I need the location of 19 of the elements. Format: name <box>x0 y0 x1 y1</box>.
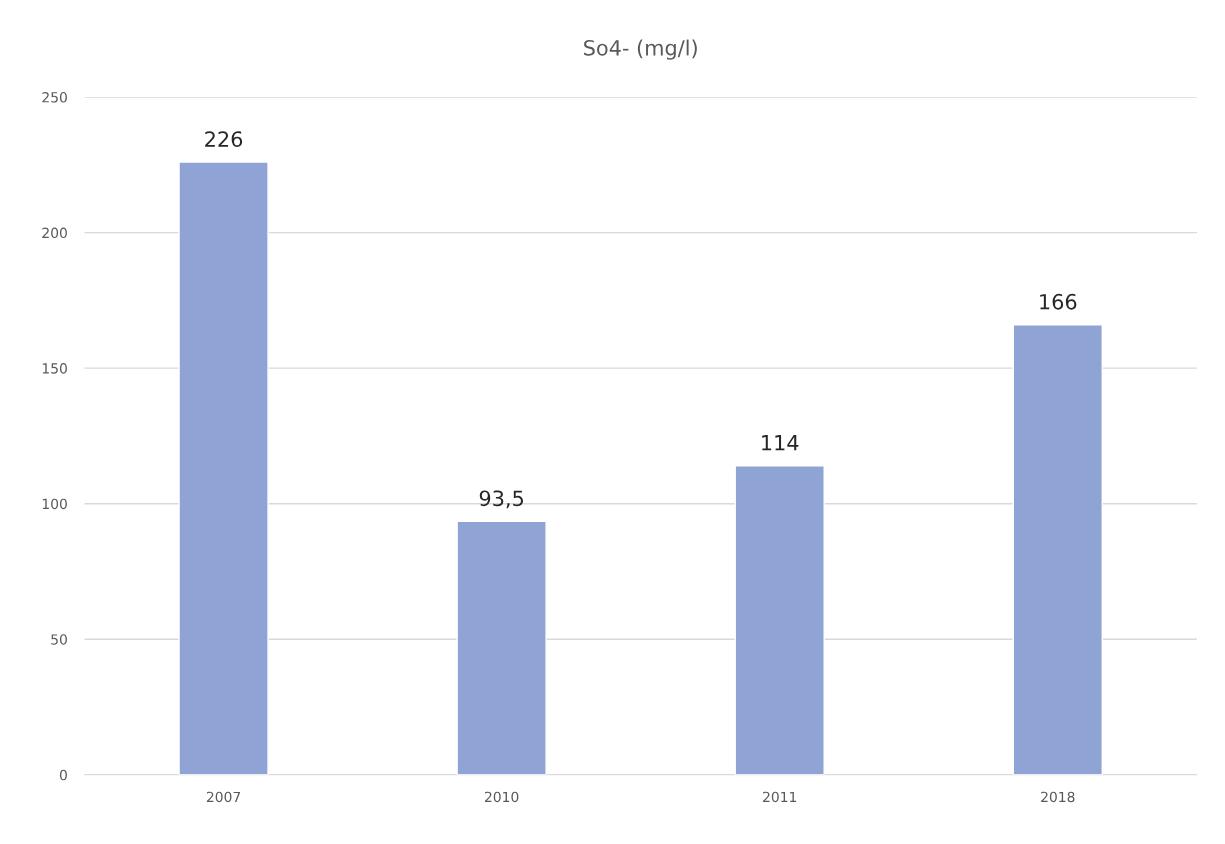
bar <box>734 465 825 775</box>
x-tick-label: 2010 <box>484 791 519 803</box>
bar <box>456 520 547 775</box>
y-tick-label: 200 <box>42 227 67 239</box>
y-tick-label: 50 <box>51 634 67 645</box>
x-tick-label: 2011 <box>763 791 797 803</box>
data-label: 226 <box>205 131 243 147</box>
y-tick-label: 0 <box>59 769 67 781</box>
data-label: 114 <box>762 435 799 451</box>
data-label: 93,5 <box>479 490 524 509</box>
bar <box>178 161 269 775</box>
x-tick-label: 2018 <box>1041 791 1075 803</box>
data-label: 166 <box>1040 293 1077 310</box>
y-tick-label: 100 <box>42 498 67 510</box>
chart-title: So4- (mg/l) <box>584 39 697 60</box>
bar <box>1012 324 1103 775</box>
y-tick-label: 150 <box>42 363 67 374</box>
x-tick-label: 2007 <box>206 791 241 803</box>
y-tick-label: 250 <box>42 92 67 103</box>
